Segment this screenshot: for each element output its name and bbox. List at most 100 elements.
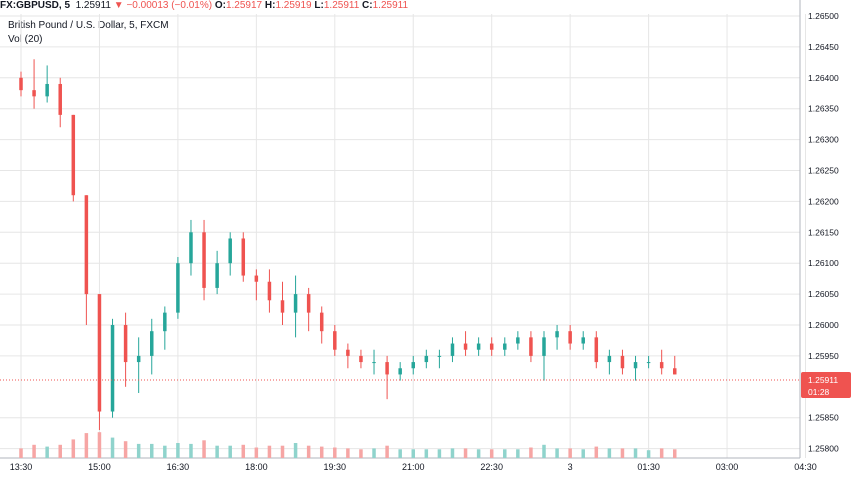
candle-body xyxy=(437,355,442,357)
volume-legend: Vol (20) xyxy=(8,34,43,45)
volume-bar xyxy=(607,448,612,458)
time-tick-label: 18:00 xyxy=(245,462,268,472)
candle-body xyxy=(489,343,494,350)
candle-body xyxy=(176,263,180,313)
candle-body xyxy=(123,325,128,363)
price-tick-label: 1.26350 xyxy=(808,104,839,114)
price-tick-label: 1.25800 xyxy=(808,444,839,454)
volume-bar xyxy=(568,448,572,458)
volume-bar xyxy=(45,446,49,458)
candle-body xyxy=(555,331,559,338)
candle-body xyxy=(607,355,612,363)
volume-bar xyxy=(202,440,206,458)
countdown-label: 01:28 xyxy=(808,387,830,397)
candle-body xyxy=(542,337,546,356)
price-tick-label: 1.26100 xyxy=(808,258,839,268)
candle-body xyxy=(280,300,285,313)
symbol-header: FX:GBPUSD, 5 1.25911 ▼ −0.00013 (−0.01%)… xyxy=(0,0,800,12)
open-label: O: xyxy=(214,0,226,11)
volume-bar xyxy=(32,444,36,458)
time-tick-label: 3 xyxy=(568,462,573,472)
candle-body xyxy=(150,331,154,356)
volume-bar xyxy=(58,444,62,458)
volume-bar xyxy=(646,450,651,458)
price-tick-label: 1.26450 xyxy=(808,42,839,52)
time-tick-label: 01:30 xyxy=(637,462,660,472)
candle-body xyxy=(633,362,638,369)
candle-body xyxy=(333,331,337,350)
volume-bar xyxy=(215,445,219,458)
candle-body xyxy=(97,294,102,412)
volume-bar xyxy=(293,443,298,458)
candle-body xyxy=(620,355,625,369)
volume-bar xyxy=(241,444,246,458)
volume-bar xyxy=(280,445,285,458)
volume-bar xyxy=(476,449,481,458)
volume-bar xyxy=(150,443,154,458)
volume-bar xyxy=(110,437,115,458)
candle-body xyxy=(594,337,599,363)
candle-body xyxy=(581,337,585,344)
candle-body xyxy=(659,362,664,369)
price-tick-label: 1.26050 xyxy=(808,289,839,299)
close-label: C: xyxy=(362,0,373,11)
volume-bar xyxy=(633,448,638,458)
candle-body xyxy=(463,343,468,350)
price-change: −0.00013 (−0.01%) xyxy=(126,0,213,11)
price-tick-label: 1.26000 xyxy=(808,320,839,330)
candle-body xyxy=(84,195,89,295)
candle-body xyxy=(267,281,272,301)
volume-bar xyxy=(450,448,455,458)
candle-body xyxy=(476,343,481,350)
close-value: 1.25911 xyxy=(372,0,409,11)
time-tick-label: 03:00 xyxy=(716,462,739,472)
candle-body xyxy=(136,355,141,363)
volume-bar xyxy=(163,445,167,458)
volume-bar xyxy=(542,444,546,458)
volume-bar xyxy=(136,443,141,458)
volume-bar xyxy=(594,446,599,458)
price-tick-label: 1.26400 xyxy=(808,73,839,83)
volume-bar xyxy=(84,433,89,458)
price-tick-label: 1.25850 xyxy=(808,413,839,423)
volume-bar xyxy=(463,448,468,458)
candle-body xyxy=(529,337,533,356)
candle-body xyxy=(228,238,232,264)
candle-body xyxy=(58,83,62,115)
candle-body xyxy=(646,362,651,364)
down-arrow-icon: ▼ xyxy=(113,0,124,11)
volume-bar xyxy=(529,447,533,458)
candle-body xyxy=(202,232,206,288)
candle-body xyxy=(673,368,677,375)
volume-bar xyxy=(346,448,350,458)
volume-bar xyxy=(189,443,193,458)
volume-bar xyxy=(319,446,324,458)
price-tick-label: 1.26250 xyxy=(808,166,839,176)
candle-body xyxy=(293,294,298,313)
volume-bar xyxy=(673,449,677,458)
candle-body xyxy=(516,337,520,344)
price-tick-label: 1.26300 xyxy=(808,135,839,145)
volume-bar xyxy=(176,443,180,458)
candle-body xyxy=(385,362,389,375)
candle-body xyxy=(450,343,455,356)
volume-bar xyxy=(333,447,337,458)
instrument-legend: British Pound / U.S. Dollar, 5, FXCM xyxy=(8,20,169,31)
open-value: 1.25917 xyxy=(225,0,263,11)
volume-bar xyxy=(385,445,389,458)
volume-bar xyxy=(398,449,402,458)
volume-bar xyxy=(306,445,311,458)
volume-bar xyxy=(437,449,442,458)
candle-body xyxy=(319,312,324,332)
volume-bar xyxy=(503,449,507,458)
price-tick-label: 1.25950 xyxy=(808,351,839,361)
candle-body xyxy=(346,349,350,356)
low-value: 1.25911 xyxy=(323,0,360,11)
volume-bar xyxy=(516,449,520,458)
time-tick-label: 04:30 xyxy=(794,462,817,472)
volume-bar xyxy=(581,449,585,458)
time-tick-label: 15:00 xyxy=(88,462,111,472)
price-tick-label: 1.26200 xyxy=(808,196,839,206)
candle-body xyxy=(503,343,507,350)
